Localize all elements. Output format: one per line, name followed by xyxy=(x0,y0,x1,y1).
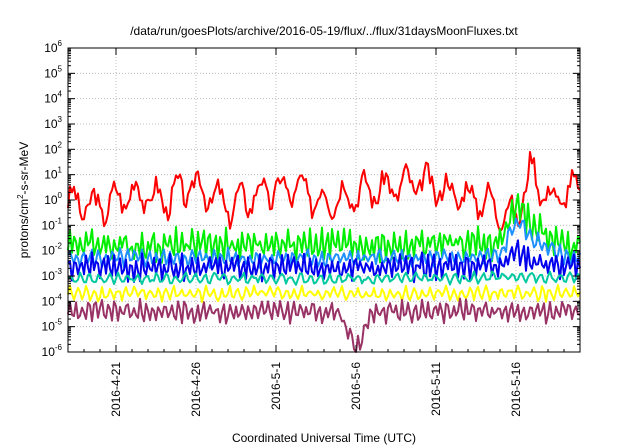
y-tick-label: 103​ xyxy=(44,115,62,131)
series-line-4 xyxy=(67,239,581,284)
x-tick-label: 2016-4-26 xyxy=(189,362,203,417)
y-tick-label: 10-1​ xyxy=(42,216,63,232)
y-axis-label: protons/cm2-s-sr-MeV xyxy=(16,142,31,258)
x-tick-label: 2016-5-6 xyxy=(349,362,363,410)
y-tick-label: 10-5​ xyxy=(42,318,63,334)
y-axis-label-pre: protons/cm xyxy=(17,199,31,258)
y-tick-label: 10-3​ xyxy=(42,267,63,283)
x-axis-label: Coordinated Universal Time (UTC) xyxy=(232,431,416,445)
series-line-5 xyxy=(67,270,581,286)
y-axis-label-sup: 2 xyxy=(16,194,25,199)
y-tick-label: 10-4​ xyxy=(42,292,63,308)
x-tick-label: 2016-5-11 xyxy=(429,362,443,416)
y-tick-label: 10-2​ xyxy=(42,242,63,258)
x-axis: 2016-4-21 2016-4-26 2016-5-1 2016-5-6 2016-5… xyxy=(67,48,581,417)
series-layer xyxy=(67,150,581,353)
series-line-1 xyxy=(67,150,581,233)
y-axis: 10-6​ 10-5​ 10-4​ 10-3​ 10-2​ 10-1​ 100​ 101​ 10… xyxy=(42,39,580,359)
series-line-7 xyxy=(67,297,581,353)
y-tick-label: 101​ xyxy=(44,166,62,182)
series-line-6 xyxy=(67,284,581,304)
chart-title: /data/run/goesPlots/archive/2016-05-19/f… xyxy=(130,24,518,38)
y-tick-label: 102​ xyxy=(44,140,62,156)
x-tick-label: 2016-5-1 xyxy=(269,362,283,410)
x-tick-label: 2016-5-16 xyxy=(509,362,523,417)
y-tick-label: 100​ xyxy=(44,191,62,207)
y-axis-label-post: -s-sr-MeV xyxy=(17,142,31,195)
y-tick-label: 106​ xyxy=(44,39,62,55)
y-tick-label: 105​ xyxy=(44,64,62,80)
y-tick-label: 104​ xyxy=(44,90,62,106)
y-tick-label: 10-6​ xyxy=(42,343,63,359)
x-tick-label: 2016-4-21 xyxy=(109,362,123,417)
